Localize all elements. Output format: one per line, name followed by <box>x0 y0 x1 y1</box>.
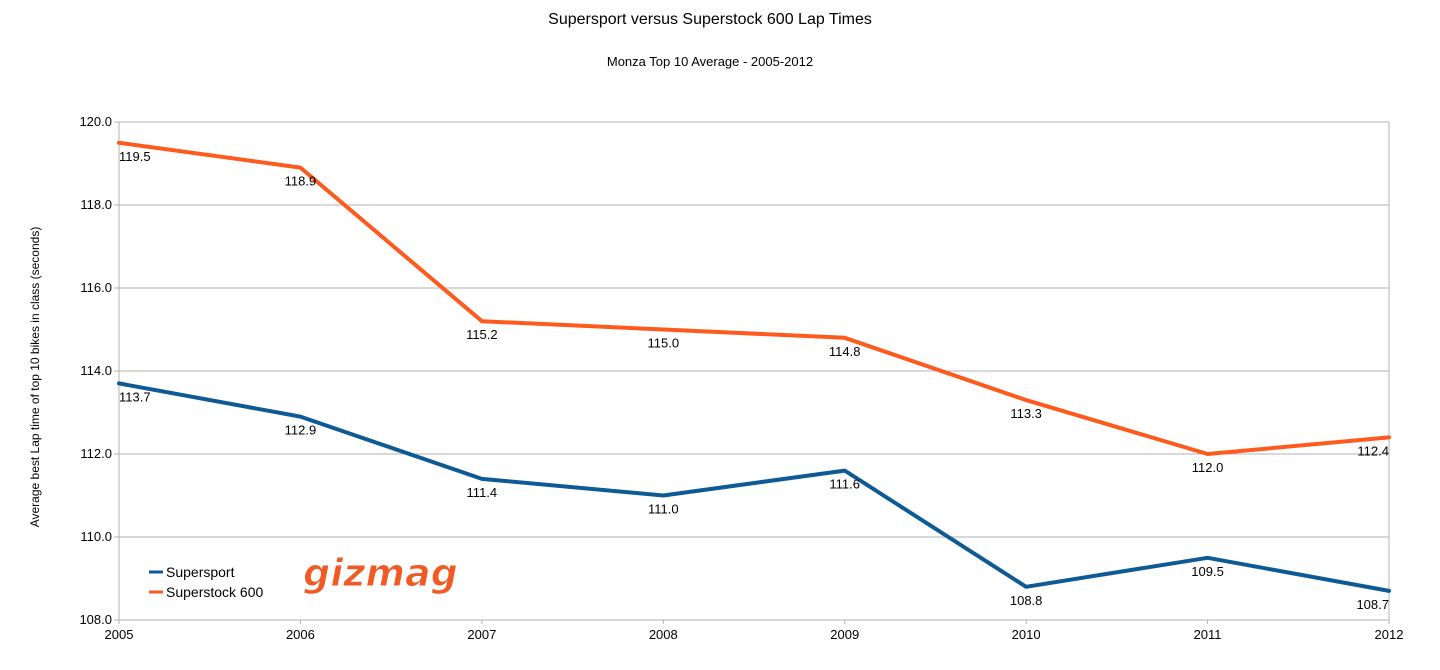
x-tick-labels: 2005 2006 2007 2008 2009 2010 2011 2012 <box>105 627 1404 642</box>
data-label: 119.5 <box>119 149 151 164</box>
data-label: 113.3 <box>1010 406 1042 421</box>
data-label: 109.5 <box>1191 564 1224 579</box>
x-tick-label: 2006 <box>286 627 315 642</box>
x-tick-label: 2007 <box>467 627 496 642</box>
y-tick-label: 110.0 <box>80 529 112 544</box>
data-label: 115.2 <box>466 327 498 342</box>
series-lines <box>117 140 1391 593</box>
axes <box>114 121 1390 624</box>
x-tick-label: 2008 <box>649 627 678 642</box>
data-label: 118.9 <box>285 174 317 189</box>
y-tick-label: 116.0 <box>80 280 112 295</box>
data-label: 108.8 <box>1010 593 1043 608</box>
y-tick-label: 114.0 <box>80 363 112 378</box>
data-label: 113.7 <box>119 389 151 404</box>
data-label: 112.0 <box>1192 460 1224 475</box>
x-tick-label: 2010 <box>1012 627 1041 642</box>
data-label: 112.9 <box>285 423 317 438</box>
data-label: 112.4 <box>1357 443 1389 458</box>
y-tick-label: 120.0 <box>79 114 112 129</box>
data-label: 111.6 <box>829 477 860 492</box>
data-label: 114.8 <box>829 344 861 359</box>
series-line-superstock-600 <box>117 140 1391 456</box>
data-label: 115.0 <box>647 336 679 351</box>
legend: Supersport Superstock 600 <box>149 564 263 600</box>
x-tick-label: 2005 <box>105 627 134 642</box>
chart-subtitle: Monza Top 10 Average - 2005-2012 <box>607 54 813 69</box>
y-axis-label: Average best Lap time of top 10 bikes in… <box>28 227 42 528</box>
data-label: 108.7 <box>1356 597 1389 612</box>
x-tick-label: 2012 <box>1375 627 1404 642</box>
legend-label-superstock-600: Superstock 600 <box>166 584 263 600</box>
series-line-supersport <box>117 381 1391 593</box>
data-label: 111.4 <box>467 485 498 500</box>
data-labels: 113.7 112.9 111.4 111.0 111.6 108.8 109.5 108.7… <box>119 149 1389 612</box>
y-tick-label: 118.0 <box>80 197 112 212</box>
y-tick-labels: 108.0 110.0 112.0 114.0 116.0 118.0 120.0 <box>79 114 112 627</box>
y-tick-label: 112.0 <box>80 446 112 461</box>
x-tick-label: 2011 <box>1194 627 1222 642</box>
data-label: 111.0 <box>648 502 679 517</box>
gizmag-logo: gizmag <box>303 551 458 595</box>
chart-title: Supersport versus Superstock 600 Lap Tim… <box>548 11 872 28</box>
legend-label-supersport: Supersport <box>166 564 235 580</box>
x-tick-label: 2009 <box>830 627 859 642</box>
gridlines <box>119 121 1389 621</box>
y-tick-label: 108.0 <box>79 612 112 627</box>
